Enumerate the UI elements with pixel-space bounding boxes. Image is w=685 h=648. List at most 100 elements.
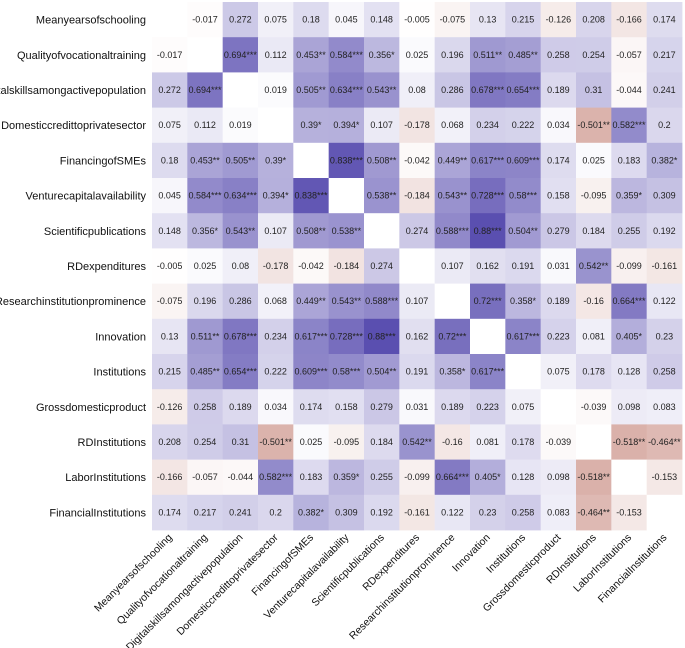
cell-value-label: 0.158 [547, 191, 570, 201]
cell-value-label: 0.58*** [509, 191, 538, 201]
heatmap-cell [258, 318, 294, 355]
cell-value-label: 0.31 [232, 437, 250, 447]
heatmap-cell [152, 354, 188, 390]
cell-value-label: 0.196 [441, 50, 464, 60]
cell-value-label: 0.272 [158, 85, 181, 95]
cell-value-label: 0.694*** [188, 85, 222, 95]
heatmap-cell [540, 494, 577, 531]
cell-value-label: 0.39* [265, 155, 287, 165]
cell-value-label: 0.183 [618, 155, 641, 165]
cell-value-label: 0.274 [370, 261, 393, 271]
heatmap-cell [646, 72, 683, 108]
cell-value-label: 0.189 [229, 402, 252, 412]
cell-value-label: 0.309 [335, 507, 358, 517]
cell-value-label: 0.609*** [506, 155, 540, 165]
cell-value-label: 0.838*** [330, 155, 364, 165]
cell-value-label: -0.042 [404, 155, 430, 165]
heatmap-cell [576, 318, 612, 355]
cell-value-label: 0.189 [441, 402, 464, 412]
heatmap-cell [505, 142, 542, 179]
heatmap-cell [399, 494, 436, 531]
heatmap-cell [152, 248, 188, 284]
cell-value-label: 0.112 [194, 120, 216, 130]
cell-value-label: 0.174 [547, 155, 570, 165]
cell-value-label: 0.505** [296, 85, 326, 95]
heatmap-cell [152, 459, 188, 496]
heatmap-cell [540, 142, 577, 179]
heatmap-cell-diagonal [470, 318, 506, 355]
cell-value-label: -0.126 [157, 402, 183, 412]
cell-value-label: -0.039 [581, 402, 607, 412]
heatmap-cell [364, 318, 400, 355]
cell-value-label: -0.095 [581, 191, 607, 201]
cell-value-label: 0.584*** [330, 50, 364, 60]
cell-value-label: 0.191 [512, 261, 535, 271]
cell-value-label: 0.538** [332, 226, 362, 236]
cell-value-label: 0.174 [158, 507, 181, 517]
cell-value-label: 0.148 [158, 226, 181, 236]
cell-value-label: 0.453** [190, 155, 220, 165]
heatmap-cell [399, 142, 436, 179]
heatmap-cell [187, 494, 224, 531]
heatmap-cell [434, 248, 471, 284]
heatmap-cell-diagonal [152, 2, 188, 38]
heatmap-cell [187, 354, 224, 390]
heatmap-cell [505, 424, 542, 460]
cell-value-label: -0.057 [192, 472, 218, 482]
cell-value-label: 0.485** [190, 367, 220, 377]
heatmap-cell [540, 37, 577, 73]
cell-value-label: 0.543** [367, 85, 397, 95]
heatmap-cell [611, 494, 648, 531]
heatmap-cell [611, 178, 648, 214]
heatmap-cell [258, 178, 294, 214]
heatmap-cell [505, 248, 542, 284]
heatmap-cell [434, 213, 471, 249]
cell-value-label: 0.728*** [330, 331, 364, 341]
cell-value-label: 0.449** [438, 155, 468, 165]
heatmap-cell [434, 107, 471, 144]
cell-value-label: 0.025 [406, 50, 429, 60]
cell-value-label: -0.039 [546, 437, 572, 447]
cell-value-label: -0.464** [648, 437, 681, 447]
row-label: FinancialInstitutions [49, 507, 146, 519]
cell-value-label: -0.518** [577, 472, 610, 482]
heatmap-cell [646, 213, 683, 249]
heatmap-cell [470, 178, 506, 214]
cell-value-label: -0.057 [616, 50, 642, 60]
heatmap-cell [646, 318, 683, 355]
heatmap-cell [152, 142, 188, 179]
cell-value-label: 0.075 [264, 15, 287, 25]
cell-value-label: 0.359* [616, 191, 643, 201]
heatmap-cell [505, 72, 542, 108]
heatmap-cell [222, 494, 259, 531]
cell-value-label: 0.18 [302, 15, 320, 25]
heatmap-cell [434, 178, 471, 214]
cell-value-label: 0.258 [653, 367, 676, 377]
row-labels: Meanyearsofschooling Qualityofvocationalt… [0, 15, 146, 520]
row-label: Domesticcredittoprivatesector [1, 120, 146, 132]
cell-value-label: 0.654*** [506, 85, 540, 95]
cell-value-label: 0.838*** [294, 191, 328, 201]
cell-value-label: 0.241 [653, 85, 676, 95]
heatmap-cell [576, 142, 612, 179]
cell-value-label: 0.162 [406, 331, 429, 341]
cell-value-label: 0.215 [512, 15, 535, 25]
heatmap-cell [470, 494, 506, 531]
heatmap-cell [222, 354, 259, 390]
cell-value-label: 0.208 [158, 437, 181, 447]
cell-value-label: 0.511** [473, 50, 502, 60]
cell-value-label: 0.217 [653, 50, 676, 60]
heatmap-cell [470, 389, 506, 425]
heatmap-cell [187, 2, 224, 38]
cell-value-label: 0.068 [264, 296, 287, 306]
cell-value-label: -0.044 [616, 85, 642, 95]
cell-value-label: 0.582*** [259, 472, 293, 482]
heatmap-cell [434, 142, 471, 179]
heatmap-cell [152, 424, 188, 460]
cell-value-label: 0.543** [332, 296, 362, 306]
cell-value-label: 0.279 [547, 226, 570, 236]
row-label: Innovation [95, 331, 146, 343]
heatmap-cell [328, 142, 365, 179]
heatmap-cell [470, 248, 506, 284]
